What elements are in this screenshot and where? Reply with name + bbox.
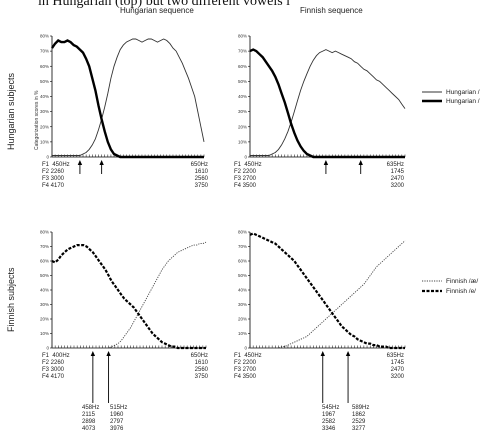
- boundary-arrow-head: [106, 351, 111, 356]
- series-line-1: [250, 49, 406, 156]
- y-tick-label: 50%: [238, 79, 247, 84]
- y-tick-label: 10%: [238, 139, 247, 144]
- boundary-arrow-head: [358, 160, 363, 165]
- arrow-label-bottom-right-1: 545Hz 1967 2582 3346: [322, 405, 340, 432]
- boundary-arrow-head: [345, 351, 351, 356]
- column-title-hungarian: Hungarian sequence: [120, 6, 194, 15]
- series-line-1: [250, 240, 406, 349]
- formants-start-bottom-left: F1 400Hz F2 2260 F3 3000 F4 4170: [42, 353, 70, 380]
- series-line-1: [52, 38, 205, 156]
- boundary-arrow-head: [99, 160, 104, 165]
- series-line-2: [51, 39, 204, 159]
- y-tick-label: 70%: [238, 49, 247, 54]
- formants-end-bottom-right: 635Hz 1745 2470 3200: [386, 353, 404, 380]
- arrow-label-bottom-left-2: 515Hz 1960 2797 3976: [110, 405, 128, 432]
- y-tick-label: 80%: [40, 230, 49, 235]
- y-tick-label: 30%: [238, 109, 247, 114]
- y-tick-label: 10%: [238, 331, 247, 336]
- panel-hungarian-subjects-finnish-sequence: 0 10% 20% 30% 40% 50% 60% 70% 80%: [238, 34, 406, 174]
- formants-end-top-right: 635Hz 1745 2470 3200: [386, 162, 404, 189]
- arrow-label-bottom-right-2: 589Hz 1862 2529 3277: [352, 405, 370, 432]
- y-tick-label: 0: [46, 155, 49, 160]
- panel-hungarian-subjects-hungarian-sequence: 0 10% 20% 30% 40% 50% 60% 70% 80%: [40, 34, 205, 174]
- legend-hungarian: [422, 91, 442, 103]
- series-line-1: [52, 241, 207, 349]
- y-tick-label: 50%: [238, 273, 247, 278]
- y-tick-label: 50%: [40, 273, 49, 278]
- y-tick-label: 40%: [40, 288, 49, 293]
- series-line-2: [249, 48, 405, 159]
- boundary-arrow-head: [90, 351, 96, 356]
- series-line-2: [51, 244, 206, 350]
- y-tick-label: 20%: [238, 124, 247, 129]
- y-tick-label: 20%: [238, 317, 247, 322]
- formants-start-top-left: F1 450Hz F2 2260 F3 3000 F4 4170: [42, 162, 70, 189]
- y-tick-label: 50%: [40, 79, 49, 84]
- y-tick-label: 80%: [238, 34, 247, 39]
- y-tick-label: 60%: [238, 64, 247, 69]
- legend-finnish: [422, 280, 442, 293]
- y-tick-label: 30%: [40, 302, 49, 307]
- y-tick-label: 0: [46, 346, 49, 351]
- y-tick-label: 10%: [40, 139, 49, 144]
- legend-entry-finnish-ae: Finnish /æ/: [446, 278, 479, 285]
- y-tick-label: 20%: [40, 317, 49, 322]
- formants-start-top-right: F1 450Hz F2 2200 F3 2700 F4 3500: [234, 162, 262, 189]
- y-tick-label: 60%: [40, 259, 49, 264]
- y-tick-label: 70%: [40, 244, 49, 249]
- y-tick-label: 40%: [40, 94, 49, 99]
- boundary-arrow-head: [320, 351, 325, 356]
- panel-finnish-subjects-hungarian-sequence: 0 10% 20% 30% 40% 50% 60% 70% 80%: [40, 230, 207, 403]
- y-tick-label: 30%: [40, 109, 49, 114]
- legend-entry-hungarian-2: Hungarian /: [446, 98, 480, 105]
- formants-end-bottom-left: 650Hz 1610 2560 3750: [190, 353, 208, 380]
- column-title-finnish: Finnish sequence: [300, 6, 363, 15]
- boundary-arrow-head: [77, 160, 83, 165]
- series-line-2: [249, 232, 405, 350]
- arrow-label-bottom-left-1: 458Hz 2115 2898 4073: [82, 405, 100, 432]
- y-tick-label: 70%: [238, 244, 247, 249]
- y-tick-label: 60%: [40, 64, 49, 69]
- y-tick-label: 60%: [238, 259, 247, 264]
- panel-finnish-subjects-finnish-sequence: 0 10% 20% 30% 40% 50% 60% 70% 80%: [238, 230, 406, 403]
- y-tick-label: 30%: [238, 302, 247, 307]
- formants-end-top-left: 650Hz 1610 2560 3750: [190, 162, 208, 189]
- y-tick-label: 40%: [238, 288, 247, 293]
- legend-entry-finnish-e: Finnish /e/: [446, 288, 476, 295]
- y-tick-label: 20%: [40, 124, 49, 129]
- y-tick-label: 70%: [40, 49, 49, 54]
- y-tick-label: 0: [244, 346, 247, 351]
- y-tick-label: 0: [244, 155, 247, 160]
- formants-start-bottom-right: F1 450Hz F2 2200 F3 2700 F4 3500: [234, 353, 262, 380]
- y-tick-label: 80%: [238, 230, 247, 235]
- boundary-arrow-head: [323, 160, 329, 165]
- y-tick-label: 40%: [238, 94, 247, 99]
- legend-entry-hungarian-1: Hungarian /: [446, 89, 480, 96]
- y-tick-label: 80%: [40, 34, 49, 39]
- figure-caption: in Hungarian (top) but two different vow…: [38, 0, 291, 9]
- y-tick-label: 10%: [40, 331, 49, 336]
